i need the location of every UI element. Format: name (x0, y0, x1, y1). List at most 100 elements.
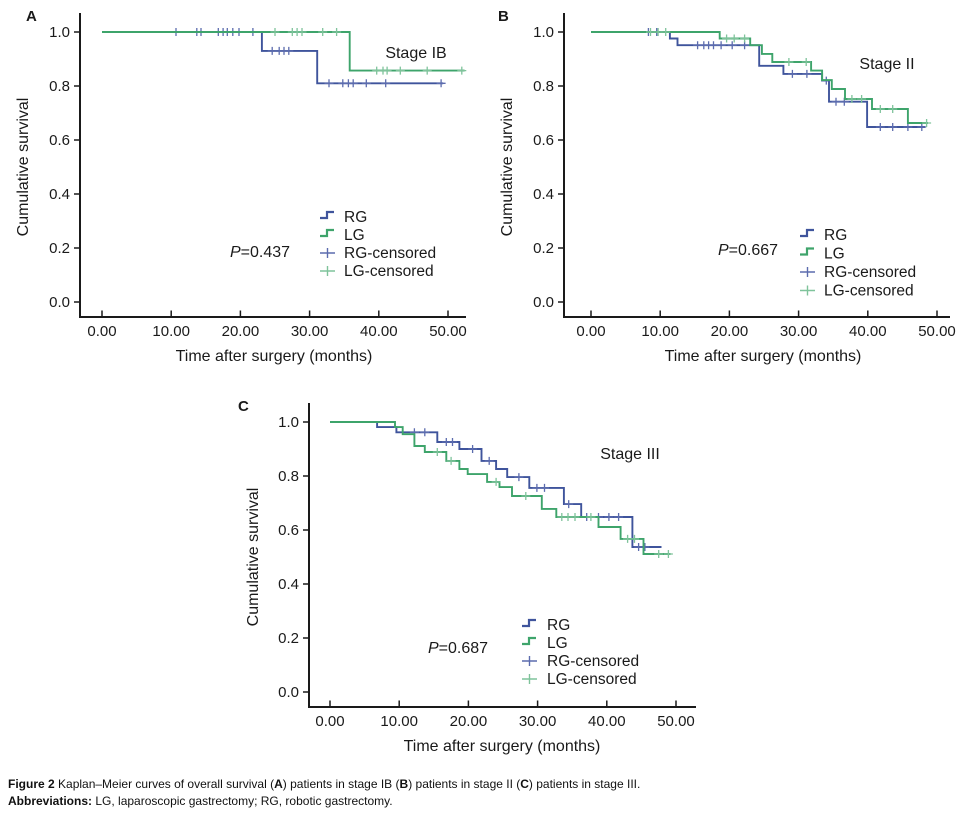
x-tick-label: 0.00 (315, 713, 344, 730)
legend-label: RG-censored (824, 264, 916, 281)
lg-censor-mark (729, 34, 739, 43)
lg-censor-mark (922, 119, 932, 127)
y-tick-label: 1.0 (49, 24, 70, 41)
x-tick-label: 40.00 (849, 323, 887, 340)
legend-label: LG (547, 635, 568, 652)
rg-censor-mark (532, 483, 542, 492)
rg-censor-mark (802, 69, 812, 78)
lg-censor-mark (847, 95, 857, 103)
rg-censor-mark (514, 473, 524, 482)
x-axis-title: Time after surgery (months) (665, 348, 862, 365)
y-tick-label: 0.0 (533, 294, 554, 311)
lg-censor-mark (382, 66, 392, 75)
x-tick-label: 40.00 (360, 323, 398, 340)
x-tick-label: 20.00 (450, 713, 488, 730)
lg-censor-mark (740, 34, 750, 43)
x-tick-label: 50.00 (429, 323, 467, 340)
rg-censor-mark (381, 79, 391, 88)
rg-censor-mark (740, 41, 750, 50)
rg-censor-mark (727, 41, 737, 50)
legend-label: LG (824, 246, 845, 263)
y-axis-title: Cumulative survival (15, 98, 32, 237)
y-tick-label: 0.6 (533, 132, 554, 149)
legend-plus-glyph-rg-censored (320, 248, 335, 258)
lg-censor-mark (630, 534, 639, 543)
lg-censor-mark (395, 66, 405, 75)
figure-caption-segment: Figure 2 (8, 777, 59, 791)
rg-censor-mark (831, 97, 841, 106)
panel-letter: A (26, 8, 37, 25)
legend-step-glyph-rg (522, 618, 536, 628)
stage-label: Stage IB (385, 45, 446, 62)
lg-censor-mark (521, 492, 531, 500)
x-tick-label: 10.00 (152, 323, 190, 340)
rg-censor-mark (436, 79, 446, 88)
rg-censor-mark (903, 123, 913, 131)
rg-censor-mark (604, 513, 614, 521)
x-tick-label: 50.00 (657, 713, 695, 730)
x-tick-label: 40.00 (588, 713, 626, 730)
lg-censor-mark (646, 28, 655, 36)
x-tick-label: 20.00 (711, 323, 749, 340)
y-axis-title: Cumulative survival (245, 488, 262, 627)
x-tick-label: 10.00 (641, 323, 679, 340)
y-tick-label: 0.6 (278, 522, 299, 539)
lg-censor-mark (888, 105, 898, 113)
legend-plus-glyph-lg-censored (800, 285, 815, 296)
panel-a-stage-ib: 0.0 0.2 0.4 0.6 0.8 1.0 0.00 10.00 20.00 30.00 40.… (15, 8, 467, 365)
panel-letter: C (238, 398, 249, 415)
lg-censor-mark (784, 58, 794, 66)
rg-censor-mark (917, 123, 927, 131)
legend-plus-glyph-rg-censored (522, 656, 537, 666)
rg-censor-mark (709, 41, 718, 50)
lg-censor-mark (722, 34, 732, 43)
legend-step-glyph-rg (320, 210, 334, 220)
rg-censor-mark (361, 79, 371, 88)
panel-b-stage-ii: 0.0 0.2 0.4 0.6 0.8 1.0 0.00 10.00 20.00 30.00 40.… (498, 8, 956, 365)
legend-label: RG-censored (344, 245, 436, 262)
rg-censor-mark (420, 428, 430, 437)
rg-censor-mark (284, 46, 294, 55)
lg-censor-mark (270, 28, 280, 36)
y-tick-label: 1.0 (533, 24, 554, 41)
lg-censor-mark (654, 550, 664, 558)
rg-curve (330, 421, 662, 548)
legend-label: RG (824, 227, 847, 244)
y-tick-label: 0.4 (49, 186, 70, 203)
rg-censor-mark (614, 513, 624, 521)
rg-censor-mark (468, 445, 478, 453)
legend-label: RG (344, 209, 367, 226)
legend-plus-glyph-rg-censored (800, 267, 815, 277)
y-tick-label: 0.0 (278, 684, 299, 701)
lg-censor-mark (332, 28, 342, 36)
p-value: P=0.667 (718, 242, 778, 259)
lg-curve (591, 31, 928, 124)
y-axis-title: Cumulative survival (499, 98, 516, 237)
y-tick-label: 0.8 (49, 78, 70, 95)
y-tick-label: 0.8 (533, 78, 554, 95)
legend-step-glyph-lg (522, 636, 536, 646)
panel-letter: B (498, 8, 509, 25)
y-tick-label: 0.4 (278, 576, 299, 593)
x-tick-label: 0.00 (87, 323, 116, 340)
y-tick-label: 0.8 (278, 468, 299, 485)
legend-label: LG-censored (824, 283, 914, 300)
rg-censor-mark (787, 69, 797, 78)
x-axis-title: Time after surgery (months) (176, 348, 373, 365)
lg-censor-mark (491, 477, 501, 486)
legend-step-glyph-lg (800, 247, 814, 256)
figure-caption-segment: ) patients in stage II ( (408, 777, 521, 791)
lg-censor-mark (457, 66, 467, 75)
legend-plus-glyph-lg-censored (522, 674, 537, 684)
x-axis-title: Time after surgery (months) (404, 738, 601, 755)
y-tick-label: 0.0 (49, 294, 70, 311)
figure-caption-segment: ) patients in stage IB ( (282, 777, 400, 791)
legend-step-glyph-rg (800, 228, 814, 238)
figure-caption: Figure 2 Kaplan–Meier curves of overall … (8, 776, 958, 810)
legend-label: LG-censored (344, 263, 434, 280)
rg-censor-mark (888, 123, 898, 131)
x-tick-label: 30.00 (780, 323, 818, 340)
lg-censor-mark (801, 58, 811, 66)
stage-label: Stage II (859, 56, 914, 73)
figure-caption-segment: Kaplan–Meier curves of overall survival … (58, 777, 275, 791)
